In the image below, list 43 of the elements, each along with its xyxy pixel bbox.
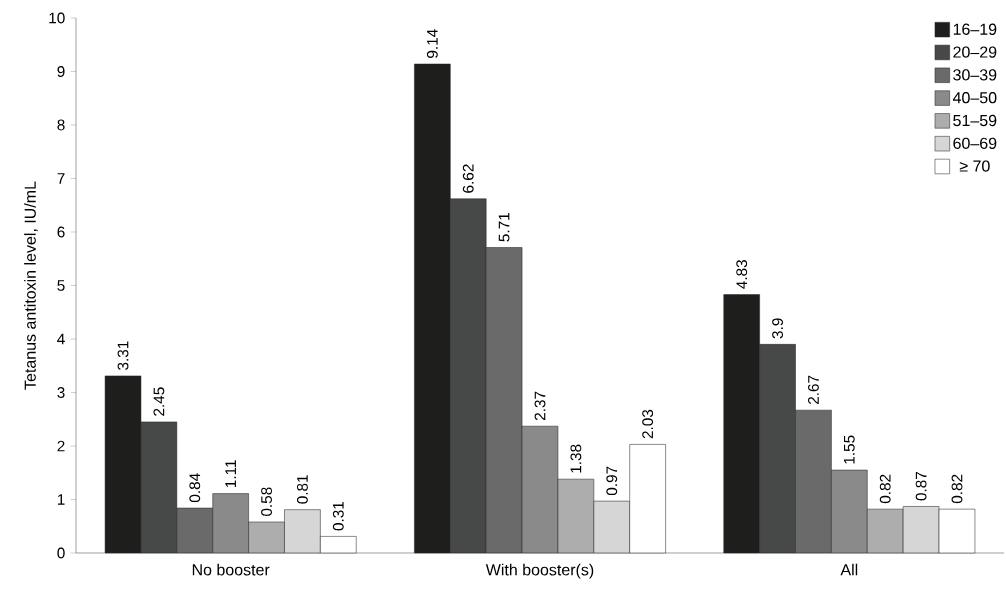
data-label: 0.87	[915, 472, 927, 501]
data-label: 3.9	[772, 318, 783, 339]
data-label: 1.38	[570, 444, 582, 473]
data-label: 0.82	[879, 474, 891, 504]
y-tick-label: 7	[57, 173, 65, 184]
y-tick-label: 1	[57, 494, 65, 505]
data-label: 0.81	[297, 475, 308, 504]
data-label: 0.58	[261, 487, 272, 516]
data-label: 2.03	[642, 409, 654, 439]
data-label: 2.45	[153, 387, 165, 416]
x-tick-label: With booster(s)	[485, 563, 594, 579]
y-tick-label: 0	[57, 547, 65, 559]
data-label: 0.97	[606, 466, 618, 496]
y-tick-label: 4	[57, 333, 65, 345]
legend-label: 20–29	[953, 46, 997, 58]
data-label: 4.83	[736, 260, 748, 289]
y-tick-label: 10	[49, 12, 65, 24]
data-label: 5.71	[498, 213, 510, 242]
legend-label: 30–39	[953, 69, 997, 81]
data-label: 1.11	[225, 460, 236, 488]
legend-label: 51–59	[953, 114, 997, 127]
y-tick-label: 3	[57, 387, 65, 398]
x-tick-label: No booster	[192, 563, 270, 576]
data-label: 0.82	[951, 474, 963, 504]
data-label: 1.55	[844, 435, 855, 464]
data-label: 2.37	[534, 391, 546, 421]
data-label: 3.31	[117, 341, 129, 370]
y-axis-title: Tetanus antitoxin level, IU/mL	[24, 181, 38, 390]
y-tick-label: 8	[57, 119, 65, 131]
data-label: 9.14	[426, 29, 438, 58]
y-tick-label: 6	[57, 226, 65, 238]
legend-label: 60–69	[953, 137, 997, 149]
legend-label: 16–19	[953, 23, 997, 35]
data-label: 2.67	[808, 375, 819, 404]
x-tick-label: All	[840, 563, 858, 576]
data-label: 0.31	[332, 501, 344, 531]
y-tick-label: 2	[57, 440, 65, 452]
data-label: 0.84	[189, 473, 201, 503]
legend-label: 40–50	[952, 92, 997, 104]
data-label: 6.62	[462, 164, 474, 193]
y-tick-label: 9	[57, 66, 65, 77]
legend-label: ≥ 70	[959, 160, 990, 172]
y-tick-label: 5	[57, 280, 65, 291]
